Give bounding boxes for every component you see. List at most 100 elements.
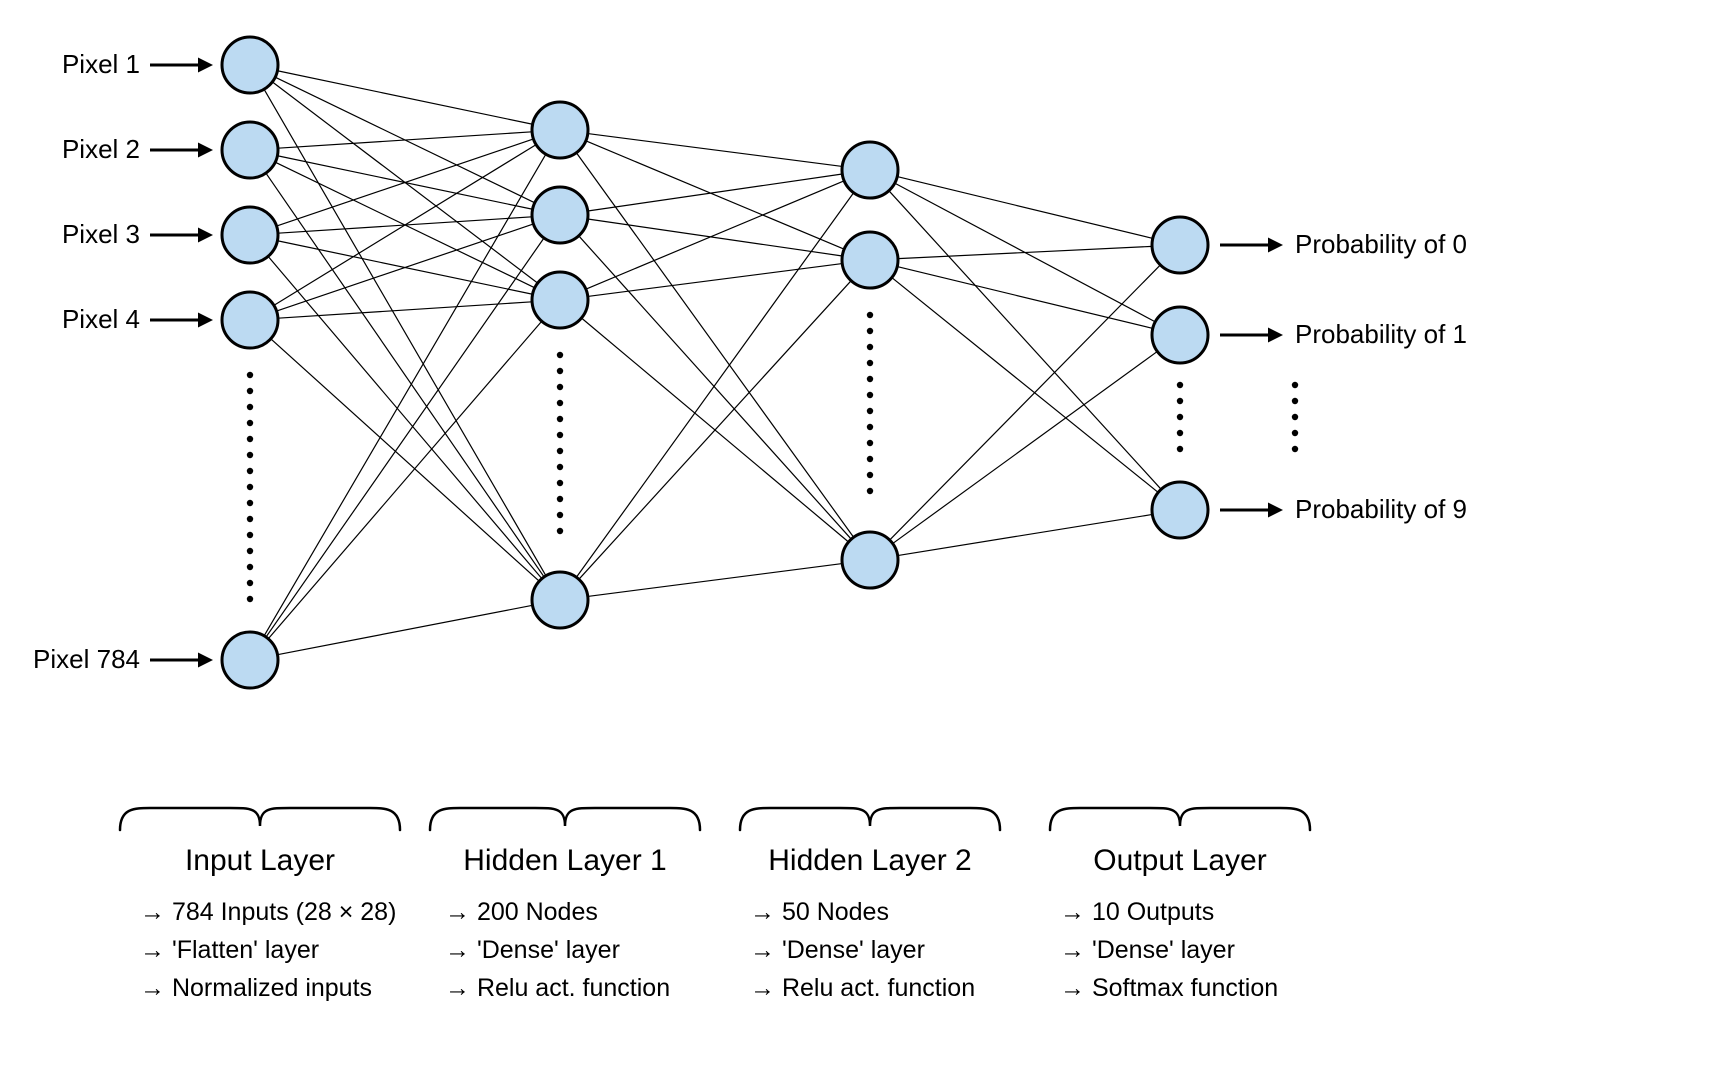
- ellipsis-dot: [1292, 446, 1298, 452]
- edge: [277, 71, 532, 125]
- ellipsis-dot: [247, 420, 253, 426]
- ellipsis-dot: [1292, 414, 1298, 420]
- ellipsis-dot: [557, 480, 563, 486]
- node-output-1: [1152, 307, 1208, 363]
- edge: [893, 351, 1158, 543]
- ellipsis-dot: [1292, 398, 1298, 404]
- edge: [588, 174, 843, 211]
- edge: [576, 153, 853, 538]
- annotations-group: Input Layer → 784 Inputs (28 × 28) → 'Flat…: [120, 808, 1310, 1002]
- ellipsis-dot: [1292, 430, 1298, 436]
- ellipsis-dot: [247, 388, 253, 394]
- ellipsis-dot: [867, 328, 873, 334]
- ellipsis-dot: [247, 484, 253, 490]
- node-input-1: [222, 122, 278, 178]
- ellipsis-dot: [247, 404, 253, 410]
- output-label: Probability of 9: [1295, 494, 1467, 524]
- layer-detail-input-0: → 784 Inputs (28 × 28): [140, 898, 396, 926]
- edge: [278, 132, 532, 148]
- input-label: Pixel 2: [62, 134, 140, 164]
- edge: [264, 154, 546, 636]
- layer-title-hidden1: Hidden Layer 1: [463, 844, 666, 877]
- node-hidden1-1: [532, 187, 588, 243]
- edge: [586, 141, 844, 249]
- ellipsis-dot: [247, 548, 253, 554]
- ellipsis-dot: [1177, 414, 1183, 420]
- edge: [266, 238, 544, 637]
- layer-detail-hidden2-2: → Relu act. function: [750, 974, 975, 1002]
- ellipsis-dot: [867, 360, 873, 366]
- input-label: Pixel 1: [62, 49, 140, 79]
- ellipsis-dot: [247, 580, 253, 586]
- curly-brace: [430, 808, 700, 830]
- ellipsis-dot: [247, 596, 253, 602]
- output-label: Probability of 0: [1295, 229, 1467, 259]
- edge: [898, 514, 1153, 555]
- output-label: Probability of 1: [1295, 319, 1467, 349]
- ellipsis-dot: [1177, 398, 1183, 404]
- layer-detail-hidden2-1: → 'Dense' layer: [750, 936, 925, 964]
- node-output-0: [1152, 217, 1208, 273]
- ellipsis-dot: [247, 564, 253, 570]
- input-label: Pixel 4: [62, 304, 140, 334]
- edge: [274, 145, 536, 306]
- curly-brace: [740, 808, 1000, 830]
- edge: [897, 267, 1153, 329]
- node-hidden2-0: [842, 142, 898, 198]
- ellipsis-dot: [867, 472, 873, 478]
- ellipsis-dot: [247, 372, 253, 378]
- ellipsis-dot: [247, 516, 253, 522]
- ellipsis-dot: [867, 376, 873, 382]
- curly-brace: [120, 808, 400, 830]
- ellipsis-dot: [1177, 430, 1183, 436]
- layer-detail-input-2: → Normalized inputs: [140, 974, 372, 1002]
- input-label: Pixel 3: [62, 219, 140, 249]
- ellipsis-dot: [557, 496, 563, 502]
- ellipsis-dot: [557, 432, 563, 438]
- ellipsis-dot: [867, 312, 873, 318]
- edge: [588, 219, 843, 256]
- ellipsis-dot: [557, 416, 563, 422]
- layer-detail-hidden1-2: → Relu act. function: [445, 974, 670, 1002]
- node-output-2: [1152, 482, 1208, 538]
- layer-detail-output-0: → 10 Outputs: [1060, 898, 1214, 926]
- edge: [277, 605, 532, 654]
- ellipsis-dot: [247, 500, 253, 506]
- edge: [892, 278, 1158, 493]
- edge: [277, 224, 534, 311]
- input-label: Pixel 784: [33, 644, 140, 674]
- ellipsis-dot: [557, 512, 563, 518]
- ellipsis-dot: [557, 448, 563, 454]
- curly-brace: [1050, 808, 1310, 830]
- edge: [588, 564, 842, 597]
- ellipsis-dot: [867, 456, 873, 462]
- nodes-group: [222, 37, 1208, 688]
- layer-detail-output-2: → Softmax function: [1060, 974, 1278, 1002]
- ellipsis-dot: [557, 352, 563, 358]
- node-hidden2-1: [842, 232, 898, 288]
- node-hidden2-2: [842, 532, 898, 588]
- edge: [889, 191, 1161, 490]
- ellipsis-dot: [557, 384, 563, 390]
- node-input-0: [222, 37, 278, 93]
- ellipsis-dot: [1292, 382, 1298, 388]
- ellipsis-dot: [867, 424, 873, 430]
- ellipsis-dot: [1177, 446, 1183, 452]
- edge: [579, 236, 852, 539]
- ellipsis-dot: [557, 528, 563, 534]
- ellipsis-dot: [867, 408, 873, 414]
- edge: [588, 264, 842, 297]
- edge: [890, 265, 1161, 540]
- ellipsis-dot: [867, 440, 873, 446]
- layer-detail-output-1: → 'Dense' layer: [1060, 936, 1235, 964]
- ellipsis-dot: [557, 400, 563, 406]
- layer-detail-input-1: → 'Flatten' layer: [140, 936, 319, 964]
- node-hidden1-2: [532, 272, 588, 328]
- ellipsis-dot: [557, 368, 563, 374]
- edge: [898, 246, 1152, 258]
- ellipsis-dot: [1177, 382, 1183, 388]
- node-input-3: [222, 292, 278, 348]
- ellipsis-dot: [247, 468, 253, 474]
- layer-title-input: Input Layer: [185, 844, 335, 877]
- ellipsis-dot: [247, 436, 253, 442]
